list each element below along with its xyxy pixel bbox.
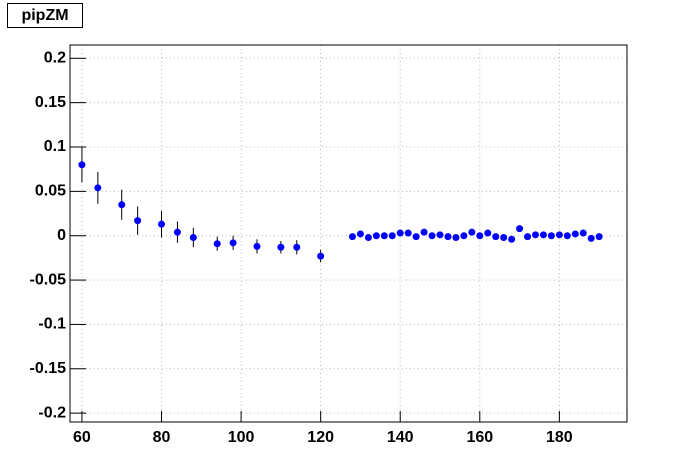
data-point xyxy=(78,161,86,169)
data-point xyxy=(412,233,420,241)
data-point xyxy=(420,228,428,236)
data-point xyxy=(547,232,555,240)
y-tick-label: -0.05 xyxy=(30,271,67,288)
data-point xyxy=(492,233,500,241)
data-point xyxy=(579,229,587,237)
data-point xyxy=(372,232,380,240)
data-point xyxy=(317,252,325,260)
data-point xyxy=(444,233,452,241)
data-point xyxy=(253,242,261,250)
data-point xyxy=(516,225,524,233)
data-point xyxy=(524,233,532,241)
x-tick-label: 60 xyxy=(73,429,91,446)
data-point xyxy=(571,230,579,238)
data-point xyxy=(388,232,396,240)
x-tick-label: 80 xyxy=(153,429,171,446)
data-point xyxy=(563,232,571,240)
y-tick-label: 0.1 xyxy=(44,138,66,155)
data-point xyxy=(500,233,508,241)
data-point xyxy=(356,230,364,238)
y-tick-label: 0 xyxy=(57,227,66,244)
data-point xyxy=(468,228,476,236)
data-point xyxy=(404,229,412,237)
plot-frame xyxy=(69,44,628,423)
y-tick-label: -0.2 xyxy=(38,404,66,421)
data-point xyxy=(460,232,468,240)
data-point xyxy=(595,233,603,241)
data-point xyxy=(189,233,197,241)
data-point xyxy=(94,184,102,192)
data-point xyxy=(396,229,404,237)
data-point xyxy=(364,233,372,241)
x-tick-label: 120 xyxy=(307,429,334,446)
data-point xyxy=(508,235,516,243)
x-tick-label: 100 xyxy=(228,429,255,446)
data-point xyxy=(173,228,181,236)
data-point xyxy=(229,239,237,247)
title-box xyxy=(7,3,83,28)
data-point xyxy=(476,232,484,240)
data-point xyxy=(134,217,142,225)
data-point xyxy=(213,240,221,248)
x-tick-label: 140 xyxy=(387,429,414,446)
data-point xyxy=(484,229,492,237)
data-point xyxy=(531,231,539,239)
data-point xyxy=(380,232,388,240)
chart-title: pipZM xyxy=(21,7,68,24)
data-point xyxy=(452,233,460,241)
x-tick-label: 180 xyxy=(546,429,573,446)
data-point xyxy=(118,201,126,209)
data-point xyxy=(587,234,595,242)
data-point xyxy=(436,231,444,239)
data-point xyxy=(428,232,436,240)
data-point xyxy=(555,231,563,239)
y-tick-label: 0.05 xyxy=(35,183,66,200)
data-point xyxy=(539,231,547,239)
y-tick-label: 0.2 xyxy=(44,50,66,67)
data-point xyxy=(158,220,166,228)
y-tick-label: -0.15 xyxy=(30,360,67,377)
data-point xyxy=(277,243,285,251)
y-tick-label: 0.15 xyxy=(35,94,66,111)
y-tick-label: -0.1 xyxy=(38,316,66,333)
x-tick-label: 160 xyxy=(466,429,493,446)
data-point xyxy=(293,243,301,251)
data-point xyxy=(348,233,356,241)
